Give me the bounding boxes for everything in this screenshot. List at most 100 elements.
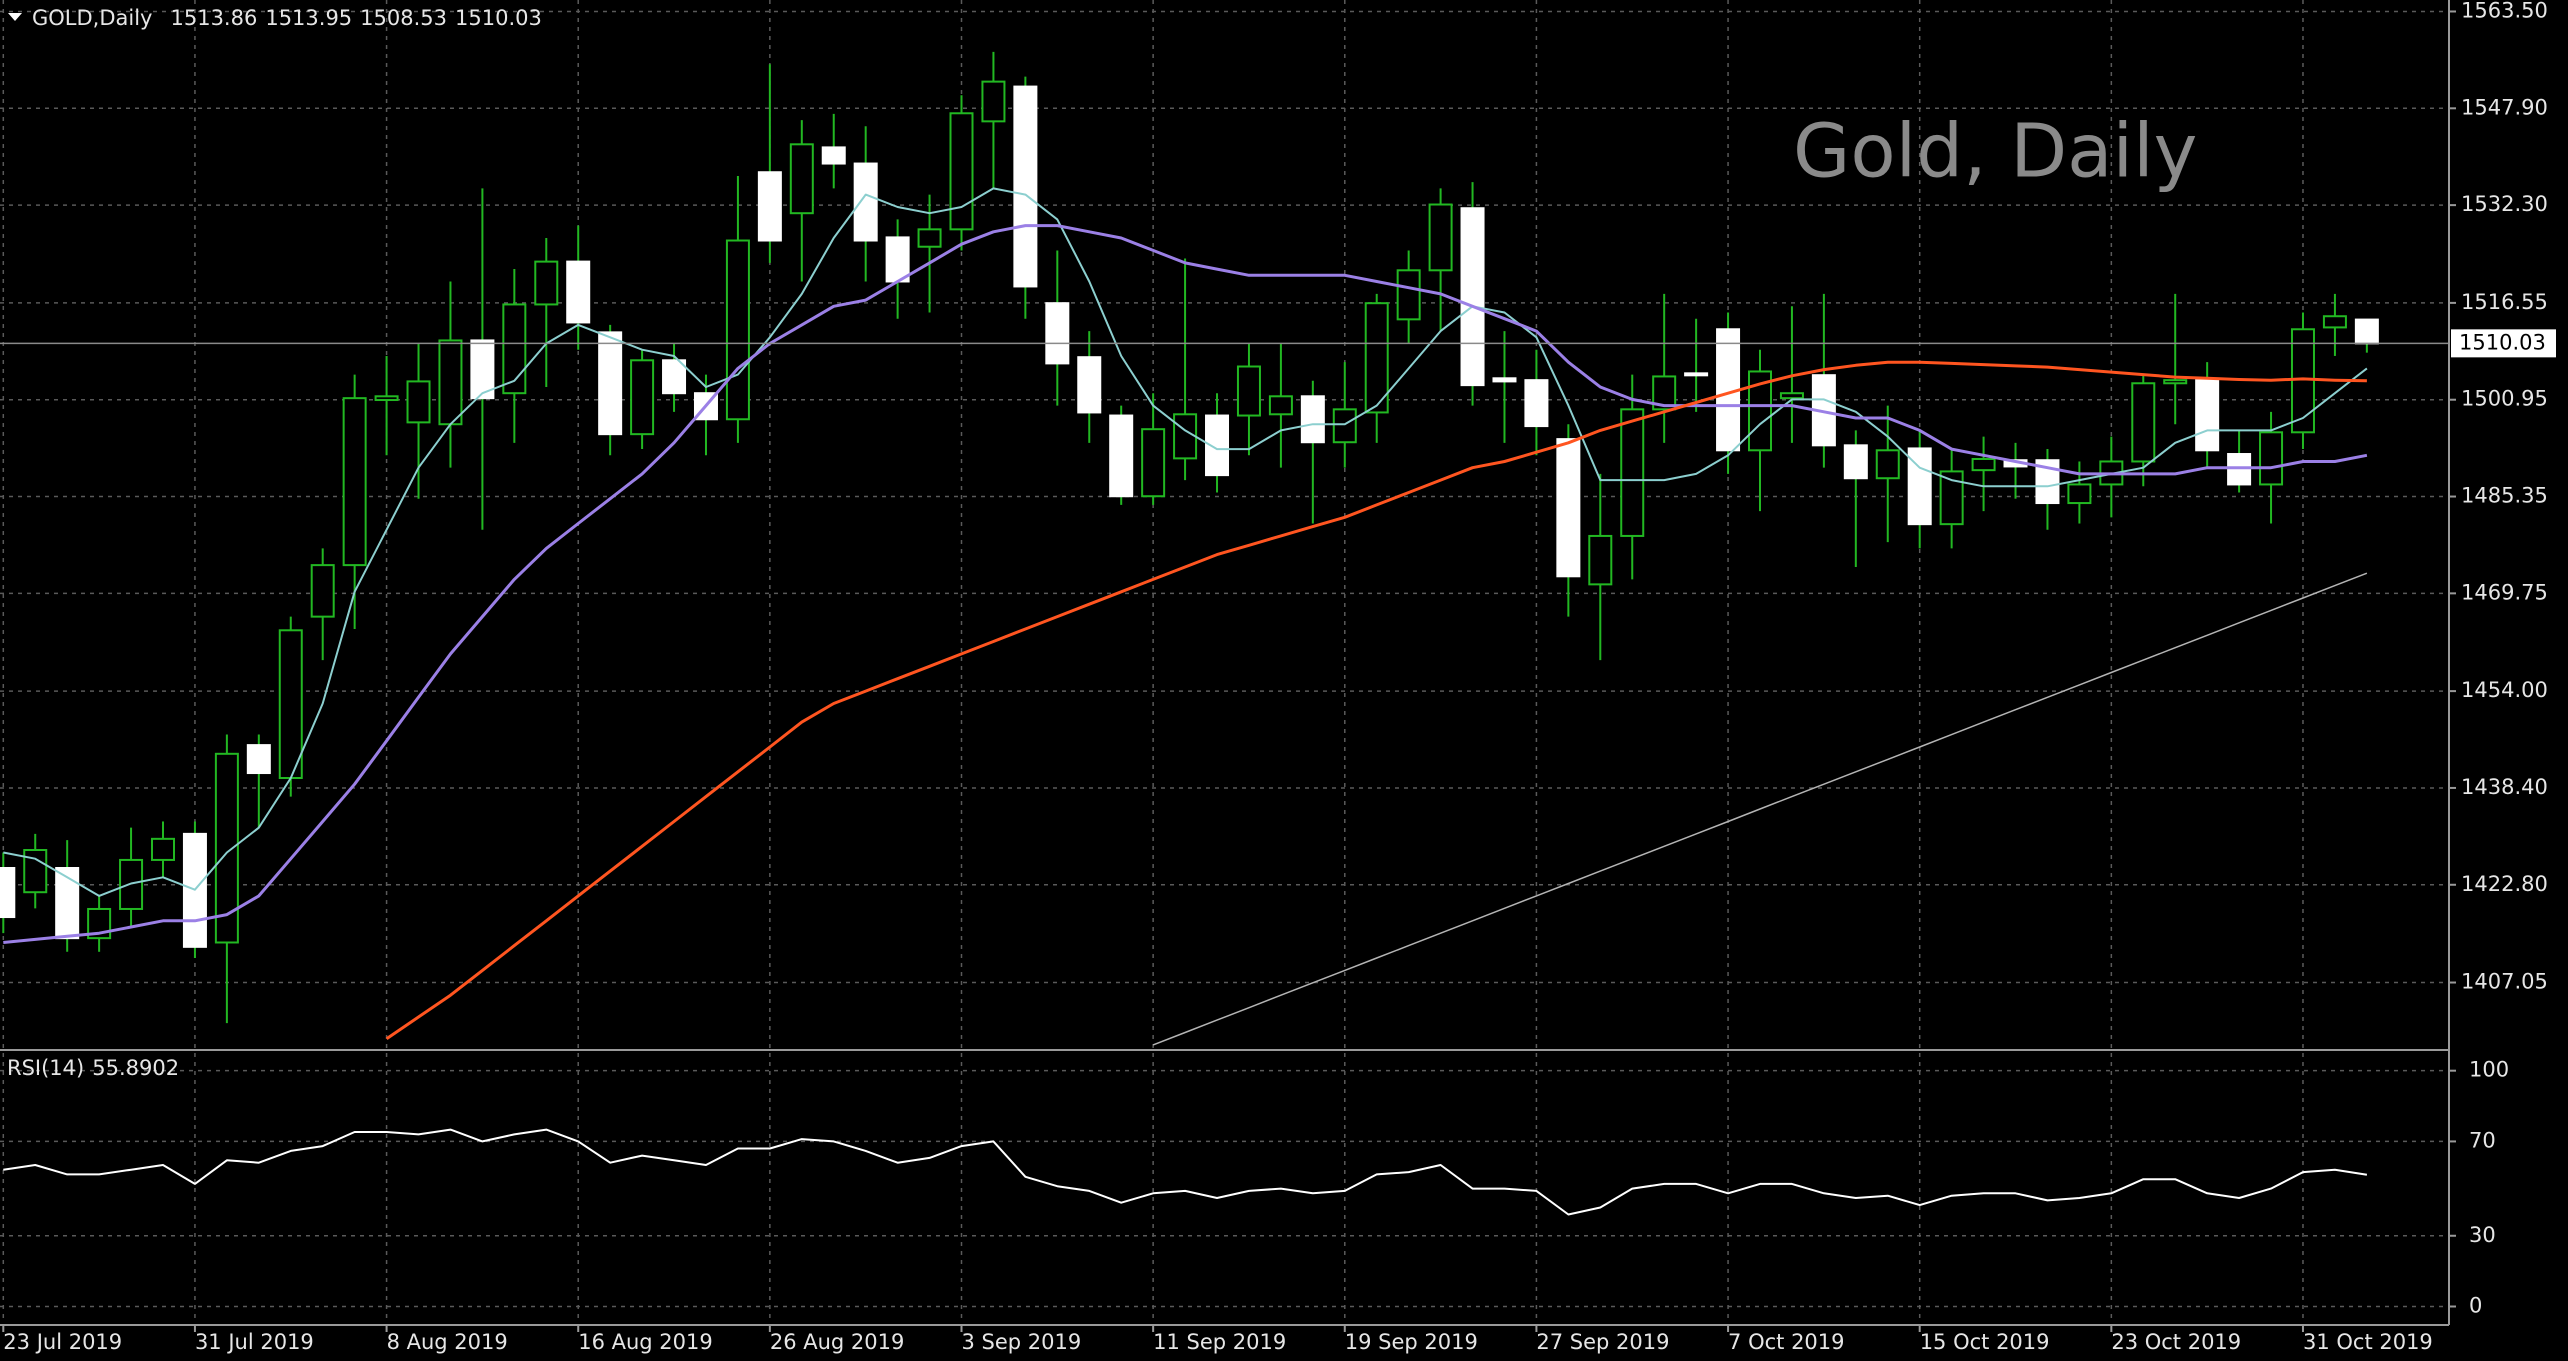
indicator-line xyxy=(1152,572,2368,1046)
x-tick-label: 31 Oct 2019 xyxy=(2303,1330,2433,1354)
candle-body xyxy=(789,143,814,215)
x-tick-label: 26 Aug 2019 xyxy=(770,1330,905,1354)
y-tick-label: 100 xyxy=(2469,1058,2509,1082)
candle-body xyxy=(1939,470,1964,526)
candle-body xyxy=(2163,379,2188,385)
candle-body xyxy=(1364,302,1389,414)
y-tick-label: 70 xyxy=(2469,1128,2496,1152)
candle-body xyxy=(1875,449,1900,480)
candle-body xyxy=(406,380,431,424)
indicator-header: RSI(14) 55.8902 xyxy=(7,1056,179,1080)
x-tick-label: 16 Aug 2019 xyxy=(578,1330,713,1354)
candle-body xyxy=(1588,534,1613,586)
indicator-line xyxy=(3,187,2368,897)
candle-body xyxy=(1109,414,1134,498)
candle-body xyxy=(2131,382,2156,463)
y-tick-label: 1516.55 xyxy=(2461,290,2548,314)
candle-body xyxy=(502,303,527,395)
candle-body xyxy=(1396,269,1421,321)
chart-header: GOLD,Daily 1513.86 1513.95 1508.53 1510.03 xyxy=(32,6,542,30)
last-high: 1513.95 xyxy=(265,6,352,30)
last-low: 1508.53 xyxy=(360,6,447,30)
candle-body xyxy=(470,339,495,400)
candle-body xyxy=(949,112,974,231)
candle-body xyxy=(374,395,399,402)
candle-body xyxy=(310,564,335,618)
candle-body xyxy=(725,239,750,421)
y-tick-label: 1485.35 xyxy=(2461,484,2548,508)
candle-body xyxy=(1236,365,1261,417)
candle-body xyxy=(1300,395,1325,444)
candle-body xyxy=(1779,392,1804,400)
candle-body xyxy=(2354,318,2379,345)
y-tick-label: 1547.90 xyxy=(2461,95,2548,119)
candle-body xyxy=(1556,438,1581,578)
candle-body xyxy=(757,171,782,242)
candle-body xyxy=(917,228,942,248)
candle-body xyxy=(1173,413,1198,460)
indicator-last-value: 55.8902 xyxy=(92,1056,179,1080)
indicator-line xyxy=(3,224,2368,944)
y-tick-label: 1407.05 xyxy=(2461,970,2548,994)
candle-body xyxy=(214,752,239,944)
x-tick-label: 11 Sep 2019 xyxy=(1153,1330,1286,1354)
indicator-label: RSI(14) xyxy=(7,1056,84,1080)
candle-body xyxy=(1971,457,1996,472)
y-tick-label: 1422.80 xyxy=(2461,872,2548,896)
candle-body xyxy=(1013,85,1038,288)
candle-body xyxy=(1460,207,1485,387)
candle-body xyxy=(885,236,910,283)
y-tick-label: 1532.30 xyxy=(2461,192,2548,216)
last-open: 1513.86 xyxy=(170,6,257,30)
candle-body xyxy=(55,867,80,940)
candle-body xyxy=(1492,377,1517,383)
candle-body xyxy=(2227,453,2252,486)
last-price-box xyxy=(2451,329,2556,358)
candle-body xyxy=(1652,375,1677,411)
indicator-line xyxy=(3,1128,2368,1216)
x-tick-label: 27 Sep 2019 xyxy=(1536,1330,1669,1354)
candle-body xyxy=(630,359,655,436)
candle-body xyxy=(438,339,463,426)
x-tick-label: 8 Aug 2019 xyxy=(387,1330,508,1354)
indicator-line xyxy=(385,360,2367,1040)
candle-body xyxy=(1684,372,1709,377)
candle-body xyxy=(1843,444,1868,480)
candle-body xyxy=(0,867,16,919)
y-tick-label: 30 xyxy=(2469,1223,2496,1247)
x-tick-label: 3 Sep 2019 xyxy=(962,1330,1082,1354)
candle-body xyxy=(2322,315,2347,329)
collapse-icon[interactable] xyxy=(8,13,22,21)
y-tick-label: 1500.95 xyxy=(2461,387,2548,411)
candle-body xyxy=(2035,459,2060,505)
candle-body xyxy=(1907,447,1932,526)
candle-body xyxy=(151,837,175,861)
candle-body xyxy=(246,744,271,775)
x-tick-label: 31 Jul 2019 xyxy=(195,1330,314,1354)
candle-body xyxy=(981,80,1006,123)
rsi-pane xyxy=(3,1128,2368,1216)
candle-body xyxy=(278,629,303,780)
watermark: Gold, Daily xyxy=(1793,109,2197,195)
candle-body xyxy=(1428,203,1453,272)
candle-body xyxy=(342,397,367,567)
x-tick-label: 23 Jul 2019 xyxy=(3,1330,122,1354)
candle-body xyxy=(534,260,559,306)
x-tick-label: 15 Oct 2019 xyxy=(1920,1330,2050,1354)
candle-body xyxy=(2259,431,2284,486)
x-tick-label: 7 Oct 2019 xyxy=(1728,1330,1844,1354)
candle-body xyxy=(1332,408,1357,444)
candle-body xyxy=(821,146,846,165)
candle-body xyxy=(1205,414,1230,477)
candle-body xyxy=(1524,379,1549,428)
candle-body xyxy=(853,162,878,242)
candle-body xyxy=(1045,302,1070,365)
candle-body xyxy=(662,359,687,395)
candle-body xyxy=(598,331,623,436)
x-tick-label: 19 Sep 2019 xyxy=(1345,1330,1478,1354)
candle-body xyxy=(2195,379,2220,452)
y-tick-label: 1469.75 xyxy=(2461,580,2548,604)
